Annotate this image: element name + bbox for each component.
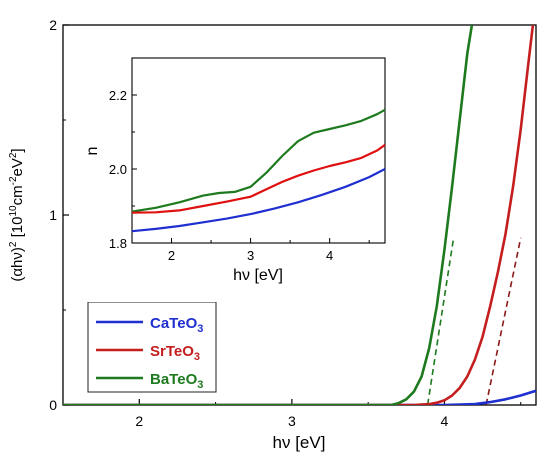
- inset-chart: 2 3 4 1.8 2.0 2.2 hν [eV] n: [70, 32, 400, 302]
- inset-y-tick-label: 1.8: [109, 236, 127, 251]
- legend-label: BaTeO3: [150, 371, 203, 391]
- main-y-label-text: eV: [9, 158, 26, 176]
- main-fit-line: [485, 237, 522, 405]
- main-y-tick-label: 2: [49, 17, 57, 33]
- legend-label-text: CaTeO: [150, 315, 198, 332]
- main-series-line-1: [63, 25, 535, 405]
- main-y-label-superscript: 2: [8, 152, 19, 158]
- main-y-tick-label: 0: [49, 397, 57, 413]
- main-y-label-superscript: 2: [8, 241, 19, 247]
- main-y-label-text: cm: [9, 185, 26, 205]
- legend-label-subscript: 3: [197, 323, 203, 335]
- legend-label-subscript: 3: [194, 351, 200, 363]
- inset-series-line-1: [131, 144, 386, 214]
- legend-label: CaTeO3: [150, 315, 203, 335]
- main-x-axis-label: hν [eV]: [273, 433, 326, 452]
- main-y-label-superscript: -2: [8, 176, 19, 185]
- main-series-group: [63, 25, 536, 405]
- inset-series-line-0: [131, 108, 386, 213]
- main-fit-line: [426, 237, 455, 405]
- inset-axis-ticks: [132, 94, 370, 244]
- main-y-tick-label: 1: [49, 207, 57, 223]
- main-y-label-text: (αhν): [9, 247, 26, 282]
- legend-label-text: BaTeO: [150, 371, 198, 388]
- inset-series-group: [131, 108, 386, 233]
- main-series-line-0: [63, 389, 536, 405]
- inset-tick-labels: 2 3 4 1.8 2.0 2.2: [109, 88, 333, 263]
- legend-label: SrTeO3: [150, 343, 200, 363]
- inset-y-axis-label: n: [84, 147, 101, 156]
- inset-plot-frame: [131, 57, 386, 244]
- main-y-label-superscript: 10: [8, 205, 19, 217]
- inset-x-tick-label: 4: [326, 248, 333, 263]
- main-x-tick-label: 2: [135, 413, 143, 429]
- inset-x-axis-label: hν [eV]: [233, 267, 283, 284]
- main-x-tick-label: 4: [441, 413, 449, 429]
- main-tick-labels: 2 3 4 0 1 2: [49, 17, 448, 429]
- main-y-label-text: [10: [9, 217, 26, 242]
- inset-series-line-2: [131, 168, 386, 233]
- main-y-label-text: ]: [9, 148, 26, 152]
- legend-label-text: SrTeO: [150, 343, 194, 360]
- inset-x-tick-label: 3: [247, 248, 254, 263]
- main-y-axis-label: (αhν)2 [1010cm-2eV2]: [8, 148, 26, 281]
- main-series-line-2: [63, 25, 474, 405]
- legend-label-subscript: 3: [197, 379, 203, 391]
- inset-y-tick-label: 2.0: [109, 162, 127, 177]
- inset-background: [70, 32, 400, 302]
- inset-y-tick-label: 2.2: [109, 88, 127, 103]
- inset-x-tick-label: 2: [168, 248, 175, 263]
- main-x-tick-label: 3: [288, 413, 296, 429]
